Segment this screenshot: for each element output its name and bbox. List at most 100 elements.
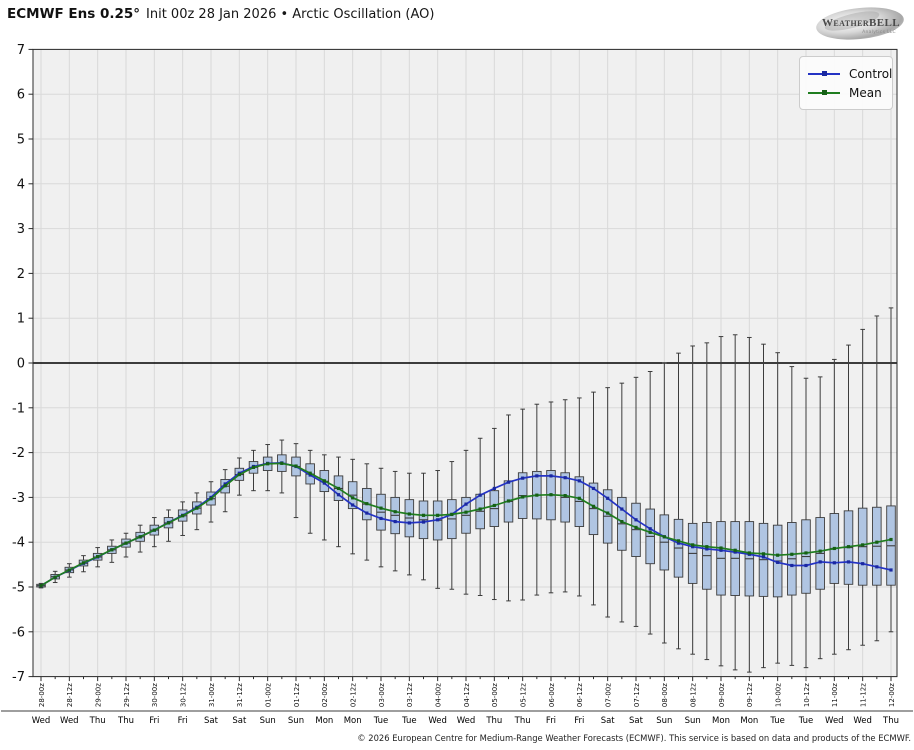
svg-text:06-00z: 06-00z: [548, 683, 556, 707]
svg-text:4: 4: [17, 177, 25, 192]
svg-text:Tue: Tue: [798, 716, 814, 726]
svg-text:30-00z: 30-00z: [151, 683, 159, 707]
svg-text:04-00z: 04-00z: [434, 683, 442, 707]
svg-text:30-12z: 30-12z: [179, 683, 187, 707]
svg-text:-1: -1: [12, 401, 25, 416]
svg-text:28-00z: 28-00z: [38, 683, 46, 707]
control-marker-icon: [822, 71, 827, 76]
svg-text:Mon: Mon: [740, 716, 758, 726]
mean-series: [39, 461, 893, 588]
svg-text:Wed: Wed: [853, 716, 872, 726]
svg-text:08-00z: 08-00z: [661, 683, 669, 707]
svg-text:5: 5: [17, 133, 25, 148]
svg-text:06-12z: 06-12z: [576, 683, 584, 707]
svg-text:03-12z: 03-12z: [406, 683, 414, 707]
svg-text:1: 1: [17, 312, 25, 327]
svg-text:08-12z: 08-12z: [689, 683, 697, 707]
day-labels: Wed Wed Thu Thu Fri Fri Sat Sat Sun Sun Mon Mon Tue T…: [32, 716, 899, 726]
svg-text:Sat: Sat: [629, 716, 644, 726]
svg-text:11-12z: 11-12z: [859, 683, 867, 707]
svg-text:04-12z: 04-12z: [463, 683, 471, 707]
svg-text:Thu: Thu: [485, 716, 502, 726]
svg-text:Sun: Sun: [656, 716, 672, 726]
svg-text:Fri: Fri: [574, 716, 584, 726]
svg-text:11-00z: 11-00z: [831, 683, 839, 707]
svg-text:Fri: Fri: [546, 716, 556, 726]
svg-text:7: 7: [17, 43, 25, 58]
legend-item-control: Control: [808, 64, 892, 83]
svg-text:10-12z: 10-12z: [803, 683, 811, 707]
svg-text:29-12z: 29-12z: [123, 683, 131, 707]
control-line-sample: [808, 71, 840, 76]
svg-text:01-00z: 01-00z: [264, 683, 272, 707]
svg-text:28-12z: 28-12z: [66, 683, 74, 707]
svg-text:Sat: Sat: [204, 716, 219, 726]
svg-text:Thu: Thu: [89, 716, 106, 726]
svg-text:01-12z: 01-12z: [293, 683, 301, 707]
legend-label-control: Control: [849, 66, 893, 81]
svg-text:Wed: Wed: [60, 716, 79, 726]
svg-text:29-00z: 29-00z: [94, 683, 102, 707]
svg-text:31-12z: 31-12z: [236, 683, 244, 707]
svg-text:09-00z: 09-00z: [718, 683, 726, 707]
svg-text:-4: -4: [12, 536, 25, 551]
whiskers: [38, 307, 894, 673]
svg-text:Tue: Tue: [401, 716, 417, 726]
svg-text:-5: -5: [12, 581, 25, 596]
svg-text:31-00z: 31-00z: [208, 683, 216, 707]
svg-text:Fri: Fri: [178, 716, 188, 726]
svg-text:-2: -2: [12, 446, 25, 461]
svg-text:Sat: Sat: [232, 716, 247, 726]
svg-text:Sun: Sun: [685, 716, 701, 726]
svg-text:Sat: Sat: [601, 716, 616, 726]
svg-text:0: 0: [17, 357, 25, 372]
weatherbell-logo: WeatherBELL Analytics LLC: [814, 3, 908, 44]
legend: Control Mean: [799, 56, 893, 110]
svg-text:6: 6: [17, 88, 25, 103]
svg-text:Thu: Thu: [882, 716, 899, 726]
svg-text:Thu: Thu: [514, 716, 531, 726]
legend-item-mean: Mean: [808, 83, 884, 102]
y-tick-labels: 7 6 5 4 3 2 1 0 -1 -2 -3 -4 -5 -6 -7: [12, 43, 33, 685]
svg-text:Mon: Mon: [344, 716, 362, 726]
svg-text:02-00z: 02-00z: [321, 683, 329, 707]
chart-title-model: ECMWF Ens 0.25°: [7, 6, 141, 22]
svg-text:12-00z: 12-00z: [888, 683, 896, 707]
mean-line-sample: [808, 90, 840, 95]
svg-text:05-12z: 05-12z: [519, 683, 527, 707]
svg-text:Tue: Tue: [769, 716, 785, 726]
svg-text:2: 2: [17, 267, 25, 282]
svg-text:Mon: Mon: [315, 716, 333, 726]
svg-text:09-12z: 09-12z: [746, 683, 754, 707]
svg-text:10-00z: 10-00z: [774, 683, 782, 707]
x-tick-labels: 28-00z 28-12z 29-00z 29-12z 30-00z 30-12z 31-0…: [38, 676, 896, 707]
svg-text:-6: -6: [12, 625, 25, 640]
copyright-notice: © 2026 European Centre for Medium-Range …: [357, 733, 911, 743]
svg-text:Wed: Wed: [428, 716, 447, 726]
chart-title-info: Init 00z 28 Jan 2026 • Arctic Oscillatio…: [146, 7, 435, 22]
svg-text:07-12z: 07-12z: [633, 683, 641, 707]
legend-label-mean: Mean: [849, 85, 882, 100]
svg-text:Wed: Wed: [457, 716, 476, 726]
svg-text:3: 3: [17, 222, 25, 237]
svg-text:Wed: Wed: [825, 716, 844, 726]
svg-text:02-12z: 02-12z: [349, 683, 357, 707]
svg-text:-3: -3: [12, 491, 25, 506]
svg-text:-7: -7: [12, 670, 25, 685]
svg-text:Fri: Fri: [149, 716, 159, 726]
mean-marker-icon: [822, 90, 827, 95]
chart-title: ECMWF Ens 0.25° Init 00z 28 Jan 2026 • Ar…: [7, 6, 434, 22]
svg-text:Mon: Mon: [712, 716, 730, 726]
svg-text:Sun: Sun: [288, 716, 304, 726]
svg-text:Sun: Sun: [260, 716, 276, 726]
svg-text:Tue: Tue: [373, 716, 389, 726]
logo-subtext: Analytics LLC: [862, 30, 896, 35]
svg-text:Wed: Wed: [32, 716, 51, 726]
svg-text:03-00z: 03-00z: [378, 683, 386, 707]
logo-text: WeatherBELL: [822, 17, 900, 29]
svg-text:07-00z: 07-00z: [604, 683, 612, 707]
svg-text:05-00z: 05-00z: [491, 683, 499, 707]
svg-text:Thu: Thu: [117, 716, 134, 726]
